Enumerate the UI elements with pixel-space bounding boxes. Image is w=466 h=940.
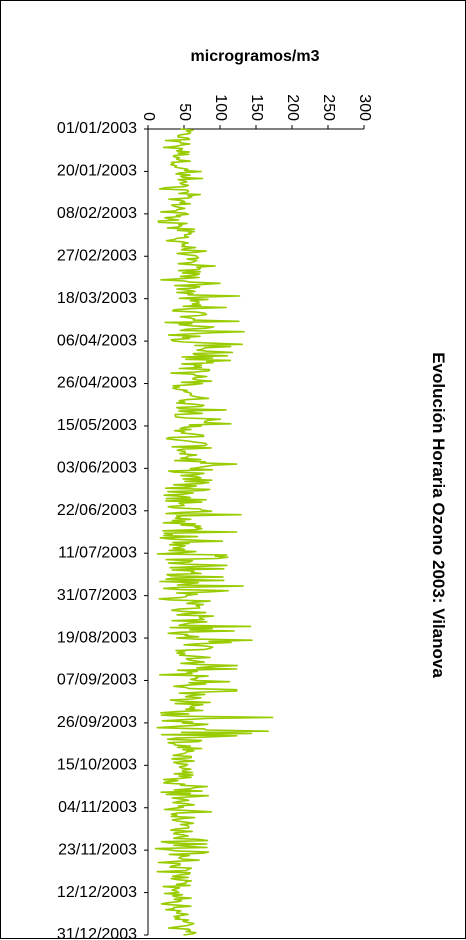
value-tick-label: 0 [140, 112, 157, 121]
date-tick-label: 20/01/2003 [57, 163, 137, 180]
value-tick-label: 150 [248, 94, 265, 121]
axes [147, 128, 364, 935]
value-tick-label: 250 [320, 94, 337, 121]
date-tick-label: 12/12/2003 [57, 884, 137, 901]
date-tick-label: 04/11/2003 [58, 799, 137, 816]
value-tick-label: 100 [212, 94, 229, 121]
date-tick-label: 06/04/2003 [57, 332, 137, 349]
date-tick-label: 15/05/2003 [57, 417, 137, 434]
date-tick-label: 01/01/2003 [57, 120, 137, 137]
date-tick-label: 15/10/2003 [57, 757, 137, 774]
value-tick-label: 300 [356, 94, 373, 121]
value-tick-label: 50 [176, 103, 193, 121]
y-axis-title: microgramos/m3 [191, 48, 320, 65]
date-tick-label: 23/11/2003 [58, 841, 137, 858]
date-tick-label: 03/06/2003 [57, 460, 137, 477]
date-tick-label: 11/07/2003 [58, 544, 137, 561]
value-axis-ticks: 0 50 100 150 200 250 300 [140, 94, 373, 129]
date-tick-label: 26/09/2003 [57, 714, 137, 731]
date-tick-label: 27/02/2003 [57, 247, 137, 264]
date-tick-label: 08/02/2003 [57, 205, 137, 222]
chart-title: Evolución Horaria Ozono 2003: Vilanova [429, 352, 448, 678]
ozone-line [154, 128, 274, 936]
date-tick-label: 31/12/2003 [57, 926, 137, 940]
date-tick-label: 18/03/2003 [57, 290, 137, 307]
date-axis-ticks: 01/01/2003 20/01/2003 08/02/2003 27/02/2003… [57, 120, 148, 940]
series-ozone [154, 128, 274, 936]
date-tick-label: 19/08/2003 [57, 629, 137, 646]
date-tick-label: 26/04/2003 [57, 375, 137, 392]
date-tick-label: 22/06/2003 [57, 502, 137, 519]
value-tick-label: 200 [284, 94, 301, 121]
date-tick-label: 31/07/2003 [57, 587, 137, 604]
date-tick-label: 07/09/2003 [57, 672, 137, 689]
